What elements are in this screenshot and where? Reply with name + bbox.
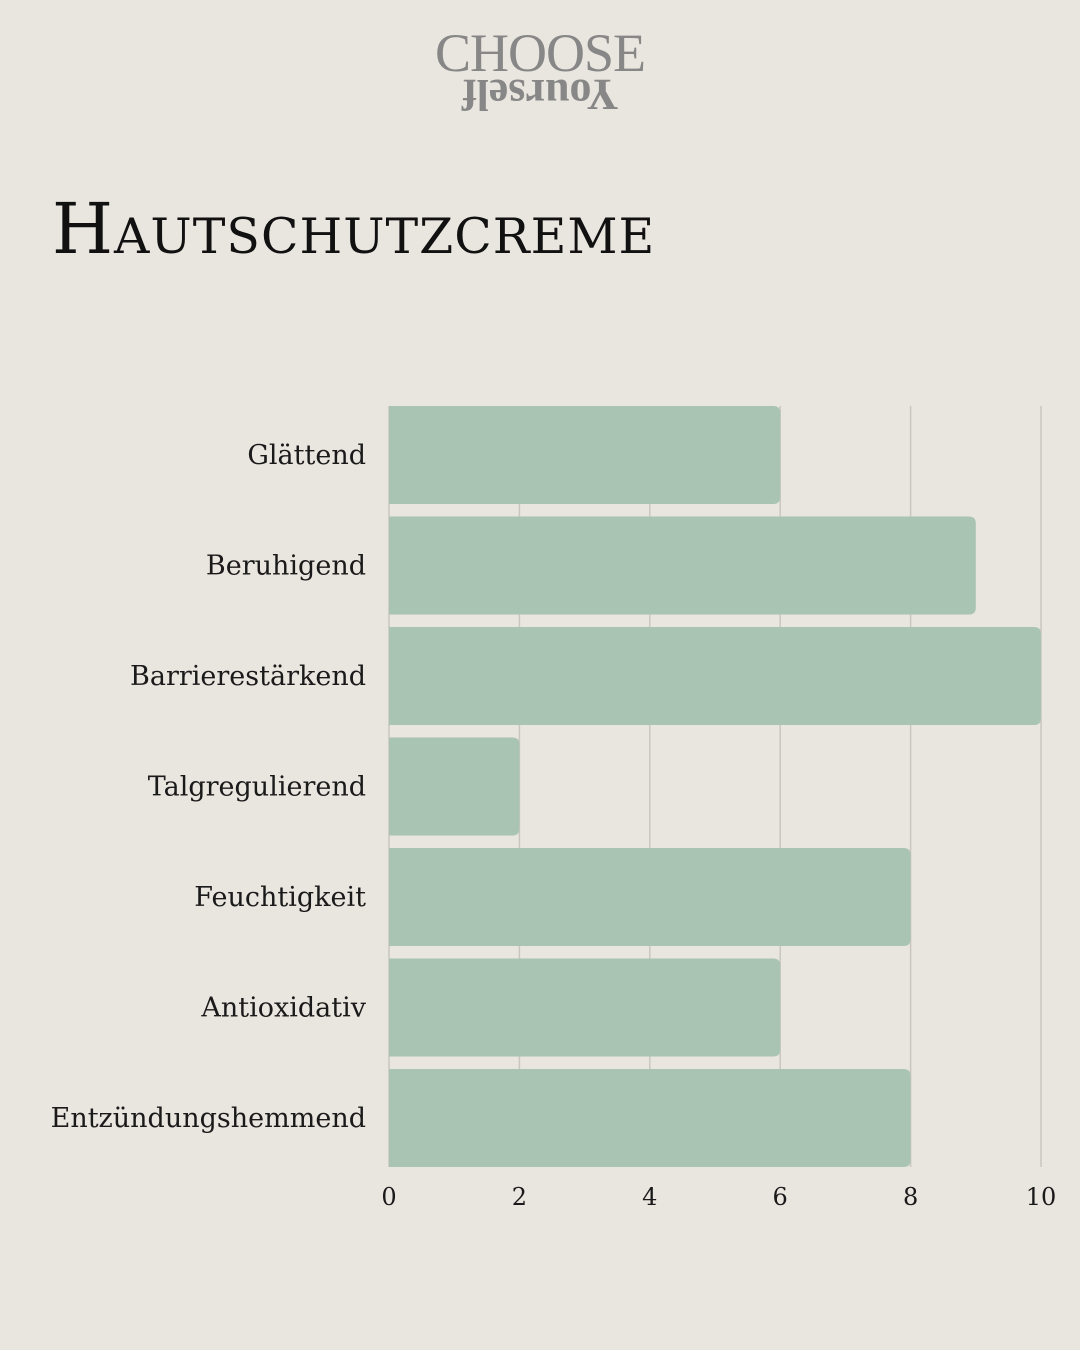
bar-1 (389, 516, 976, 615)
x-tick-label: 10 (1026, 1183, 1057, 1211)
bar-6 (389, 1069, 911, 1167)
bar-0 (389, 406, 781, 504)
category-label: Barrierestärkend (130, 661, 366, 692)
category-label: Beruhigend (206, 551, 366, 582)
x-tick-label: 4 (642, 1183, 657, 1211)
category-label: Talgregulierend (148, 772, 366, 803)
x-tick-label: 0 (381, 1183, 396, 1211)
chart-title: Hautschutzcreme (52, 188, 656, 270)
x-tick-label: 8 (903, 1183, 918, 1211)
category-label: Glättend (247, 440, 366, 471)
category-labels: Glättend Beruhigend Barrierestärkend Talgre… (51, 440, 367, 1134)
category-label: Antioxidativ (200, 993, 366, 1024)
bars (389, 406, 1041, 1167)
bar-5 (389, 958, 781, 1057)
bar-3 (389, 737, 520, 836)
category-label: Entzündungshemmend (51, 1103, 366, 1134)
x-tick-label: 6 (773, 1183, 788, 1211)
logo-top-text: CHOOSE (434, 23, 646, 83)
category-label: Feuchtigkeit (194, 882, 366, 913)
x-axis-ticks: 0 2 4 6 8 10 (381, 1183, 1056, 1211)
x-tick-label: 2 (512, 1183, 527, 1211)
bar-2 (389, 627, 1041, 725)
brand-logo: CHOOSE Yourself (0, 23, 1080, 119)
bar-4 (389, 848, 911, 946)
